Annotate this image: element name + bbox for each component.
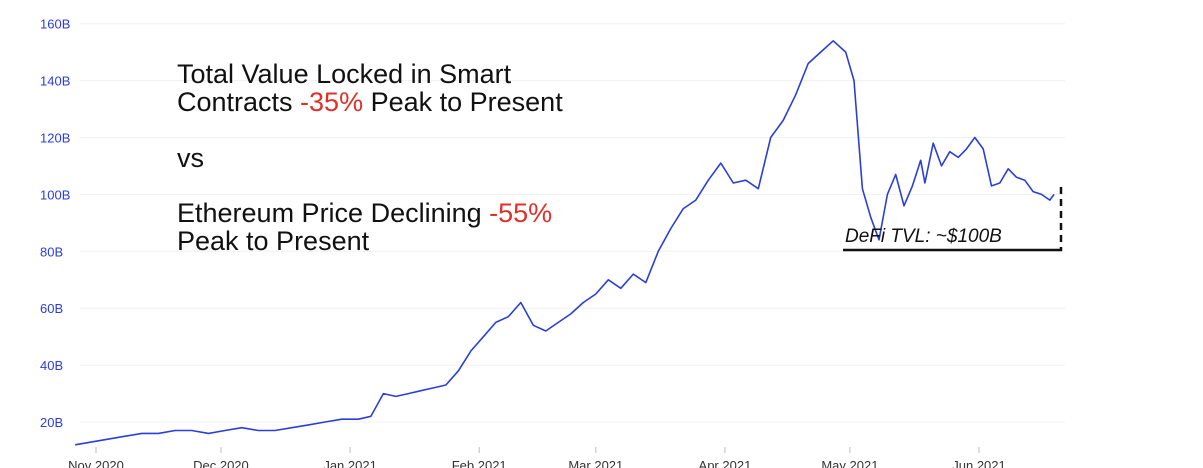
headline-line-2: Contracts -35% Peak to Present [177,88,563,116]
headline-text: Peak to Present [177,226,370,256]
y-tick-label: 100B [40,187,70,202]
y-tick-label: 140B [40,74,70,89]
x-tick-label: Feb 2021 [452,458,507,468]
x-tick-label: May 2021 [821,458,878,468]
x-tick-label: Mar 2021 [568,458,623,468]
x-axis-ticks: Nov 2020 Dec 2020 Jan 2021 Feb 2021 Mar 2021… [68,447,1006,468]
y-axis-ticks: 20B 40B 60B 80B 100B 120B 140B 160B [40,17,70,430]
x-tick-label: Dec 2020 [193,458,249,468]
y-tick-label: 80B [40,244,63,259]
x-tick-label: Jun 2021 [952,458,1006,468]
headline-text: Peak to Present [363,87,563,117]
gridlines [80,23,1065,423]
y-tick-label: 60B [40,301,63,316]
tvl-change-value: -35% [300,87,364,117]
defi-tvl-callout: DeFi TVL: ~$100B [845,226,1002,247]
y-tick-label: 160B [40,17,70,32]
headline-line-1: Total Value Locked in Smart [177,60,511,88]
y-tick-label: 20B [40,415,63,430]
callout-marker [843,187,1063,252]
y-tick-label: 40B [40,358,63,373]
headline-line-4: Peak to Present [177,227,369,255]
headline-text: Contracts [177,87,301,117]
headline-vs: vs [177,144,204,172]
headline-line-3: Ethereum Price Declining -55% [177,199,552,227]
headline-text: Total Value Locked in Smart [177,59,512,89]
x-tick-label: Apr 2021 [699,458,752,468]
x-tick-label: Nov 2020 [68,458,124,468]
y-tick-label: 120B [40,130,70,145]
vs-text: vs [177,143,204,173]
eth-change-value: -55% [489,198,553,228]
headline-text: Ethereum Price Declining [177,198,490,228]
tvl-series-line [75,40,1055,446]
x-tick-label: Jan 2021 [323,458,377,468]
